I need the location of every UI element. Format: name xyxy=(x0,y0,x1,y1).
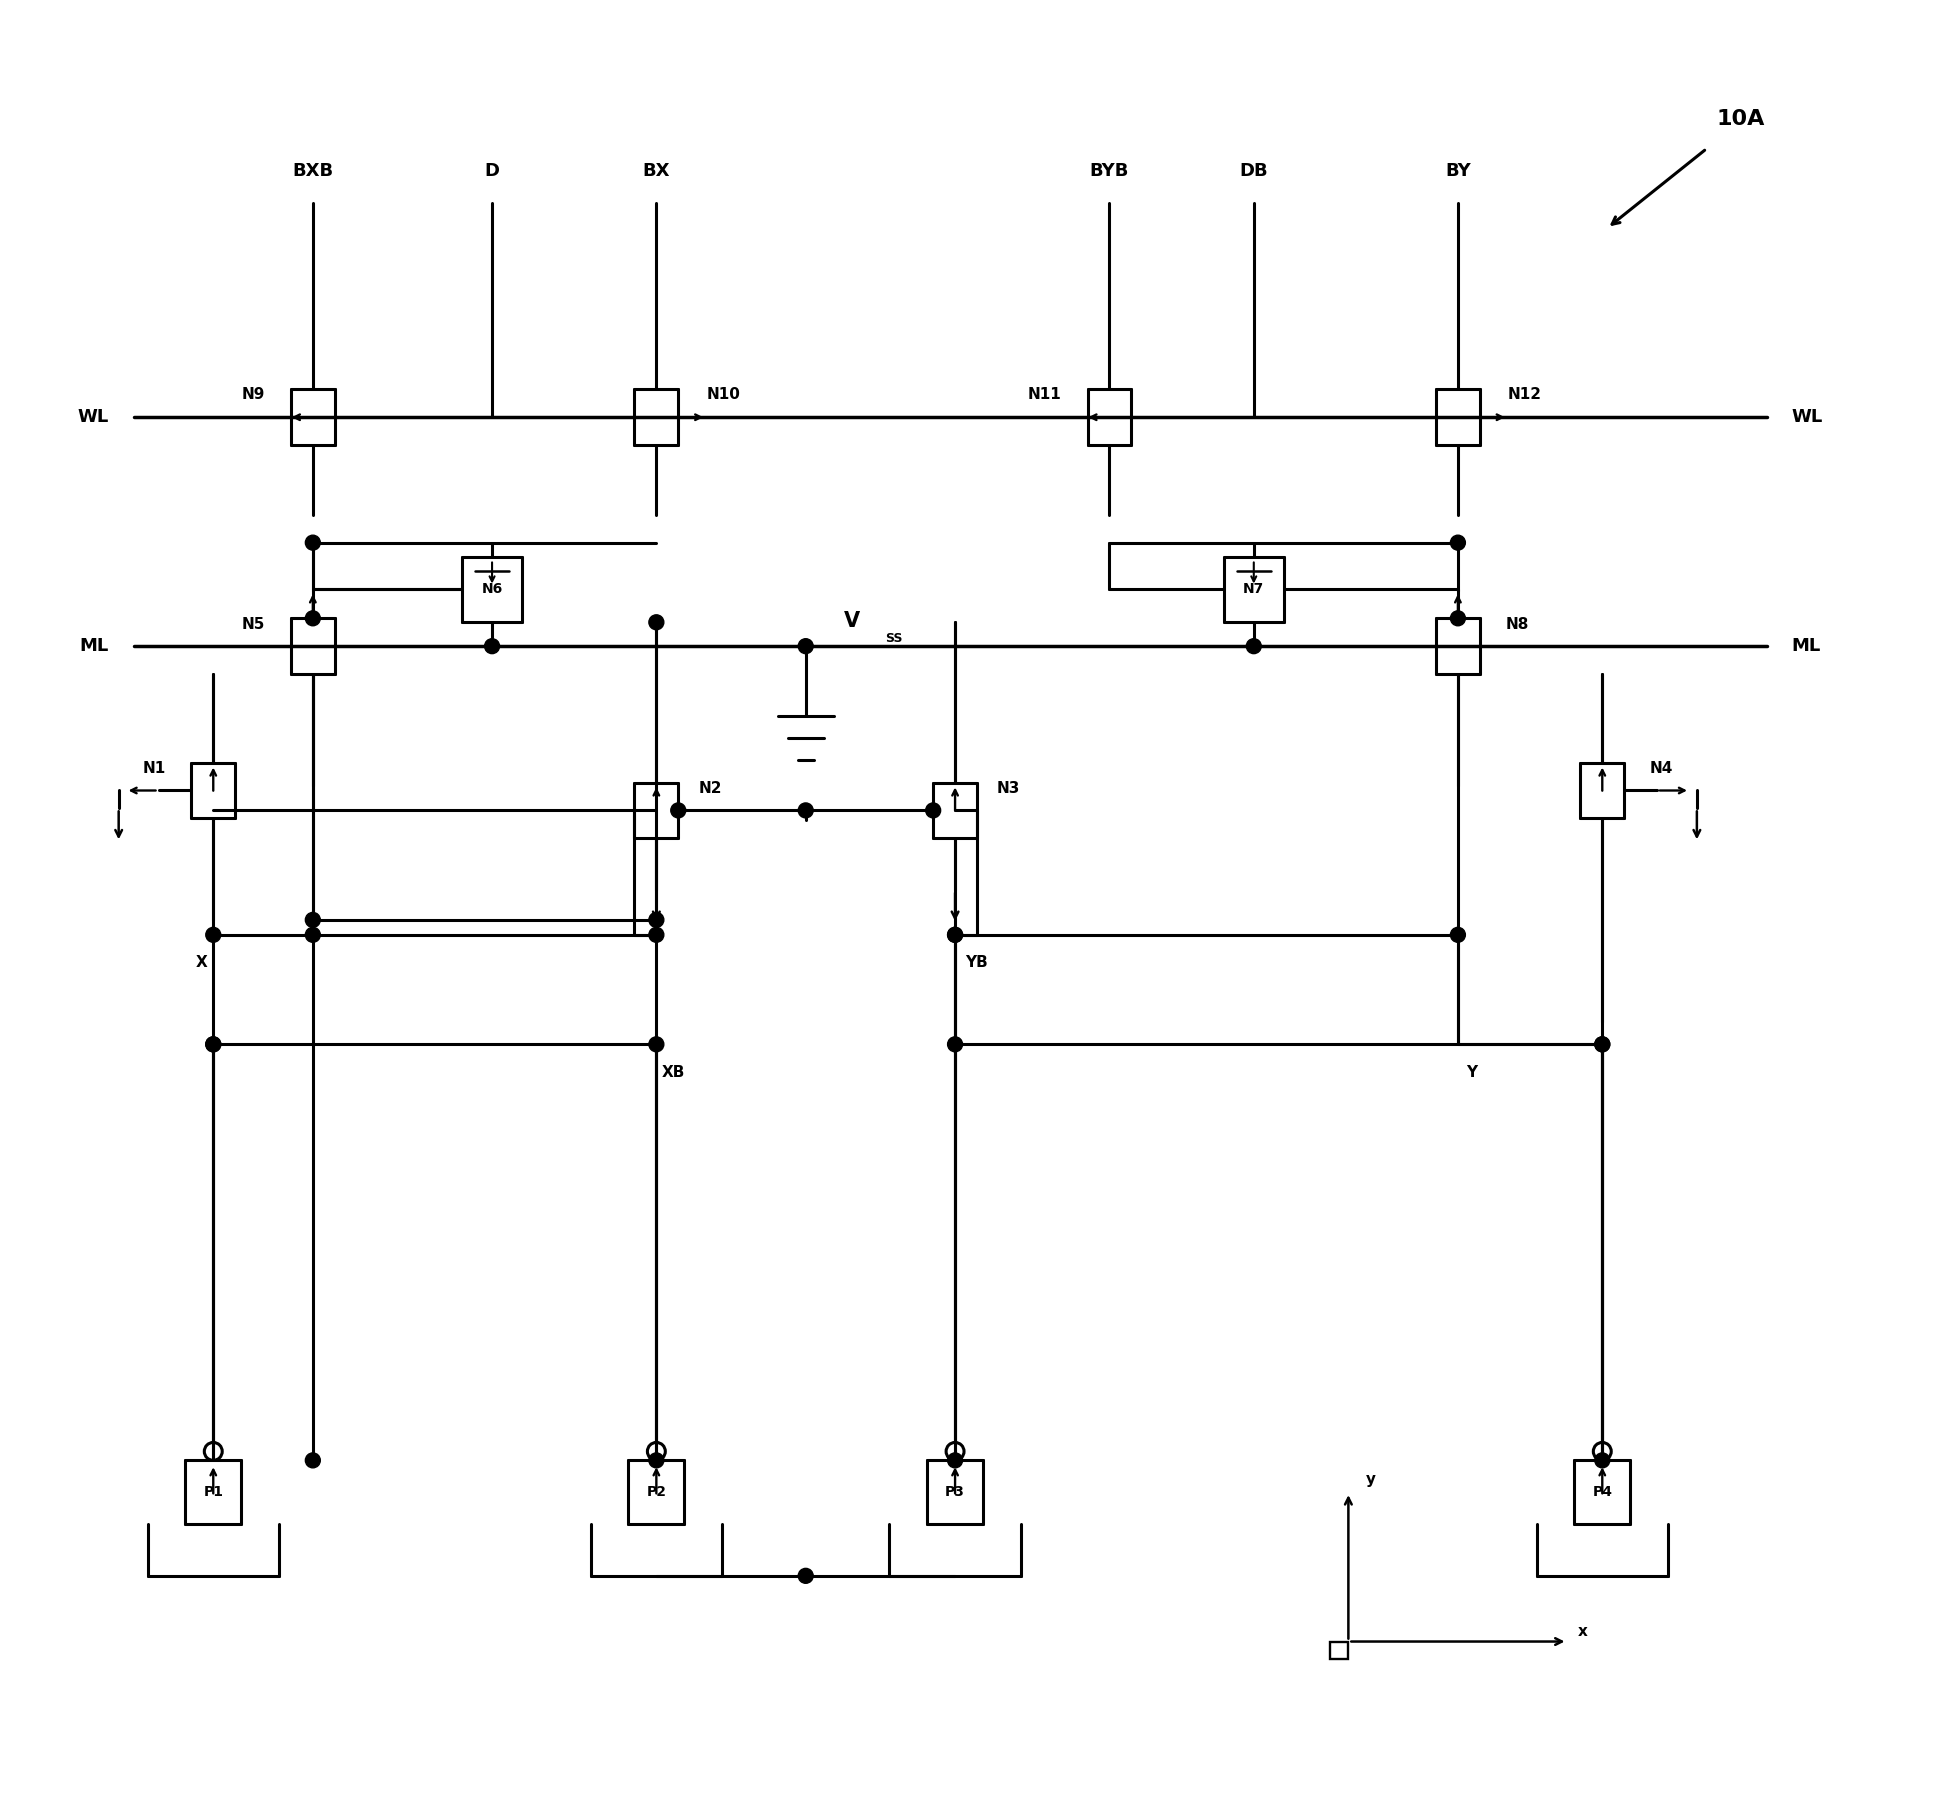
Circle shape xyxy=(1449,535,1465,549)
Circle shape xyxy=(305,912,321,928)
Text: BYB: BYB xyxy=(1090,162,1129,180)
Circle shape xyxy=(948,1452,962,1468)
Text: N10: N10 xyxy=(705,388,740,402)
Text: XB: XB xyxy=(661,1064,684,1079)
Circle shape xyxy=(1595,1038,1609,1052)
Text: N2: N2 xyxy=(698,781,721,795)
Circle shape xyxy=(206,1038,222,1052)
Circle shape xyxy=(649,616,665,630)
Text: N6: N6 xyxy=(482,582,503,596)
Circle shape xyxy=(1449,610,1465,626)
Text: P2: P2 xyxy=(647,1484,666,1499)
Circle shape xyxy=(305,535,321,549)
Text: N5: N5 xyxy=(241,617,264,632)
Circle shape xyxy=(1595,1038,1609,1052)
Circle shape xyxy=(649,912,665,928)
Text: N12: N12 xyxy=(1508,388,1541,402)
Circle shape xyxy=(649,1452,665,1468)
Circle shape xyxy=(1595,1452,1609,1468)
Text: N11: N11 xyxy=(1028,388,1061,402)
Circle shape xyxy=(948,1038,962,1052)
Text: V: V xyxy=(843,612,859,632)
Text: P3: P3 xyxy=(944,1484,966,1499)
Circle shape xyxy=(799,639,814,653)
Text: BX: BX xyxy=(643,162,670,180)
Circle shape xyxy=(1245,639,1261,653)
Text: BY: BY xyxy=(1446,162,1471,180)
Text: YB: YB xyxy=(966,955,987,969)
Circle shape xyxy=(948,928,962,942)
Circle shape xyxy=(305,928,321,942)
Circle shape xyxy=(305,1452,321,1468)
Text: N8: N8 xyxy=(1506,617,1529,632)
Circle shape xyxy=(305,610,321,626)
Text: ML: ML xyxy=(80,637,109,655)
Text: SS: SS xyxy=(886,632,903,644)
Circle shape xyxy=(799,1569,814,1583)
Circle shape xyxy=(206,928,222,942)
Text: ML: ML xyxy=(1791,637,1821,655)
Circle shape xyxy=(484,639,499,653)
Circle shape xyxy=(799,802,814,819)
Text: X: X xyxy=(196,955,208,969)
Circle shape xyxy=(948,928,962,942)
Circle shape xyxy=(925,802,940,819)
Text: N7: N7 xyxy=(1244,582,1265,596)
Bar xyxy=(1331,1642,1348,1659)
Text: DB: DB xyxy=(1240,162,1269,180)
Circle shape xyxy=(206,1038,222,1052)
Text: x: x xyxy=(1578,1624,1587,1639)
Text: N4: N4 xyxy=(1650,761,1673,775)
Text: N1: N1 xyxy=(142,761,165,775)
Circle shape xyxy=(1449,928,1465,942)
Text: N3: N3 xyxy=(997,781,1020,795)
Circle shape xyxy=(649,928,665,942)
Text: Y: Y xyxy=(1465,1064,1477,1079)
Text: BXB: BXB xyxy=(291,162,334,180)
Text: D: D xyxy=(484,162,499,180)
Text: WL: WL xyxy=(78,407,109,425)
Circle shape xyxy=(670,802,686,819)
Text: P4: P4 xyxy=(1591,1484,1613,1499)
Circle shape xyxy=(649,1038,665,1052)
Text: y: y xyxy=(1366,1472,1376,1488)
Text: P1: P1 xyxy=(204,1484,223,1499)
Text: 10A: 10A xyxy=(1718,109,1764,129)
Text: N9: N9 xyxy=(241,388,264,402)
Text: WL: WL xyxy=(1791,407,1823,425)
